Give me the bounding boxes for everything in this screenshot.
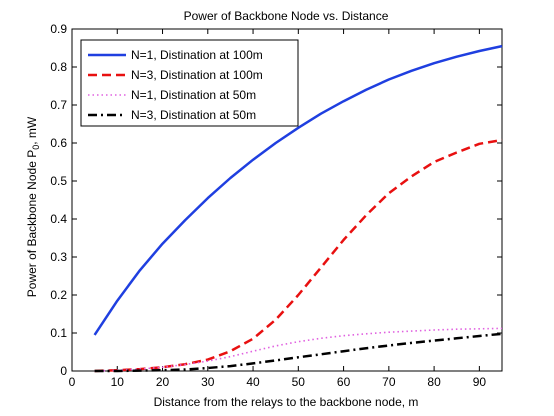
y-tick-label: 0.4 [50, 212, 67, 226]
x-tick-label: 60 [337, 375, 351, 389]
y-tick-label: 0 [60, 364, 67, 378]
legend-label-1: N=1, Distination at 100m [131, 48, 263, 62]
x-tick-label: 0 [69, 375, 76, 389]
y-tick-label: 0.8 [50, 60, 67, 74]
legend-label-4: N=3, Distination at 50m [131, 108, 256, 122]
series-line-4 [94, 332, 503, 373]
x-tick-label: 80 [427, 375, 441, 389]
y-tick-label: 0.2 [50, 288, 67, 302]
y-tick-label: 0.6 [50, 136, 67, 150]
legend-label-2: N=3, Distination at 100m [131, 68, 263, 82]
x-axis-ticks: 0 10 20 30 40 50 60 70 80 90 [69, 29, 487, 389]
y-axis-label-subscript: 0 [31, 145, 41, 150]
x-axis-label: Distance from the relays to the backbone… [154, 395, 419, 409]
y-tick-label: 0.5 [50, 174, 67, 188]
x-tick-label: 10 [111, 375, 125, 389]
x-tick-label: 20 [156, 375, 170, 389]
y-tick-label: 0.3 [50, 250, 67, 264]
legend-label-3: N=1, Distination at 50m [131, 88, 256, 102]
series-line-3 [94, 327, 503, 372]
y-tick-label: 0.9 [50, 22, 67, 36]
y-axis-ticks: 0 0.1 0.2 0.3 0.4 0.5 0.6 0.7 0.8 0.9 [50, 22, 502, 378]
legend: N=1, Distination at 100m N=3, Distination… [80, 39, 299, 127]
y-axis-label-main: Power of Backbone Node P [25, 150, 39, 297]
series-line-1 [93, 44, 503, 336]
y-tick-label: 0.1 [50, 326, 67, 340]
x-tick-label: 30 [201, 375, 215, 389]
y-axis-label-suffix: , mW [25, 116, 39, 145]
series-group [93, 44, 503, 373]
series-line-2 [94, 138, 503, 373]
y-tick-label: 0.7 [50, 98, 67, 112]
x-tick-label: 40 [246, 375, 260, 389]
chart-title: Power of Backbone Node vs. Distance [184, 9, 389, 23]
y-axis-label: Power of Backbone Node P0, mW [25, 116, 41, 297]
x-tick-label: 70 [382, 375, 396, 389]
x-tick-label: 50 [292, 375, 306, 389]
x-tick-label: 90 [473, 375, 487, 389]
